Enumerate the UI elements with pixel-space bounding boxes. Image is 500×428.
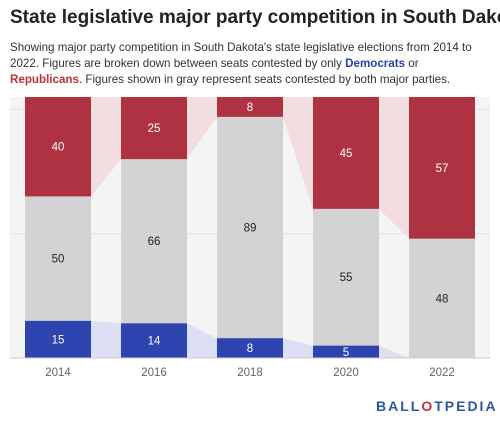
subtitle-text-3: . Figures shown in gray represent seats …	[78, 73, 451, 86]
data-label: 66	[148, 236, 161, 248]
data-label: 50	[52, 254, 65, 266]
bar-segment	[217, 97, 283, 117]
bar-segment	[409, 97, 475, 239]
data-label: 25	[148, 123, 161, 135]
bar-segment	[217, 338, 283, 358]
x-tick-label: 2018	[237, 367, 263, 379]
ballotpedia-logo: BALLOTPEDIA	[376, 398, 498, 414]
bar-segment	[25, 97, 91, 197]
chart-subtitle: Showing major party competition in South…	[10, 40, 492, 88]
subtitle-text-2: or	[405, 57, 419, 70]
data-label: 45	[340, 148, 353, 160]
connector-band	[91, 159, 121, 324]
connector-band	[187, 97, 217, 160]
connector-band	[187, 323, 217, 358]
data-label: 55	[340, 272, 353, 284]
x-tick-label: 2014	[45, 367, 71, 379]
subtitle-democrats: Democrats	[345, 57, 406, 70]
connector-band	[283, 116, 313, 346]
data-label: 57	[436, 163, 449, 175]
data-label: 8	[247, 102, 253, 114]
data-label: 14	[148, 336, 161, 348]
bar-segment	[25, 196, 91, 321]
data-label: 5	[343, 347, 349, 359]
x-tick-label: 2020	[333, 367, 359, 379]
data-label: 89	[244, 223, 257, 235]
data-label: 48	[436, 293, 449, 305]
bar-segment	[121, 159, 187, 324]
connector-band	[91, 97, 121, 197]
connector-band	[379, 345, 409, 358]
bar-segment	[313, 208, 379, 346]
chart-title: State legislative major party competitio…	[10, 7, 500, 28]
data-label: 40	[52, 142, 65, 154]
data-label: 8	[247, 343, 253, 355]
x-tick-label: 2022	[429, 367, 455, 379]
bar-segment	[121, 97, 187, 160]
connector-band	[187, 116, 217, 339]
subtitle-republicans: Republicans	[10, 73, 79, 86]
connector-band	[379, 208, 409, 358]
connector-band	[379, 97, 409, 239]
bar-segment	[217, 116, 283, 339]
bar-segment	[313, 345, 379, 358]
connector-band	[91, 320, 121, 358]
connector-band	[283, 97, 313, 209]
bar-segment	[409, 238, 475, 358]
subtitle-text-1: Showing major party competition in South…	[10, 41, 472, 70]
bar-segment	[25, 320, 91, 358]
bar-segment	[121, 323, 187, 358]
data-label: 15	[52, 334, 65, 346]
x-tick-label: 2016	[141, 367, 167, 379]
connector-band	[283, 338, 313, 358]
bar-segment	[313, 97, 379, 209]
